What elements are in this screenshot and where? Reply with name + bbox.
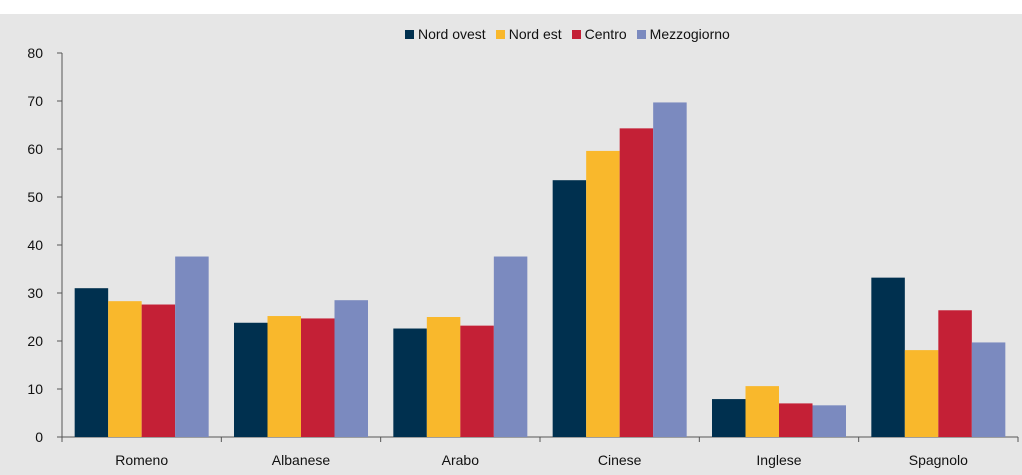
legend-swatch — [405, 29, 414, 39]
y-tick-label: 50 — [27, 189, 43, 205]
y-tick-label: 20 — [27, 333, 43, 349]
bar-mezzogiorno — [493, 256, 528, 437]
bar-centro — [460, 325, 494, 437]
legend-label: Centro — [584, 26, 627, 42]
bar-mezzogiorno — [175, 256, 209, 437]
bar-nord-ovest — [393, 328, 427, 437]
legend-item: Mezzogiorno — [636, 26, 730, 42]
bar-nord-ovest — [712, 399, 746, 437]
legend-label: Mezzogiorno — [649, 26, 730, 42]
legend-label: Nord ovest — [418, 26, 486, 42]
bar-centro — [141, 304, 176, 437]
y-tick-label: 30 — [27, 285, 43, 301]
y-tick-label: 0 — [35, 429, 43, 445]
x-tick-label: Inglese — [756, 452, 801, 468]
y-tick-label: 10 — [27, 381, 43, 397]
bar-mezzogiorno — [971, 342, 1006, 437]
bar-centro — [779, 403, 813, 437]
bar-nord-ovest — [74, 288, 109, 437]
bar-nord-est — [108, 301, 142, 437]
legend-label: Nord est — [508, 26, 562, 42]
x-tick-label: Arabo — [442, 452, 480, 468]
y-tick-label: 60 — [27, 141, 43, 157]
bar-nord-ovest — [871, 277, 905, 437]
legend-swatch — [636, 29, 646, 39]
bar-centro — [619, 128, 654, 438]
legend-swatch — [571, 29, 581, 39]
bar-nord-ovest — [552, 180, 587, 437]
bar-mezzogiorno — [334, 300, 368, 437]
bar-nord-est — [267, 316, 301, 437]
bar-mezzogiorno — [653, 102, 687, 437]
x-tick-label: Cinese — [598, 452, 642, 468]
chart-legend: Nord ovest Nord est Centro Mezzogiorno — [405, 26, 730, 42]
legend-swatch — [495, 29, 505, 39]
legend-item: Nord est — [495, 26, 562, 42]
legend-item: Nord ovest — [405, 26, 486, 42]
y-tick-label: 40 — [27, 237, 43, 253]
bar-mezzogiorno — [812, 405, 846, 437]
bar-nord-est — [586, 150, 620, 438]
bar-nord-est — [904, 350, 939, 437]
x-tick-label: Spagnolo — [909, 452, 968, 468]
bar-nord-est — [426, 317, 461, 437]
bar-nord-est — [745, 386, 779, 437]
y-tick-label: 70 — [27, 93, 43, 109]
x-tick-label: Albanese — [272, 452, 331, 468]
legend-item: Centro — [571, 26, 627, 42]
bar-nord-ovest — [234, 322, 268, 437]
bar-centro — [938, 310, 972, 437]
x-tick-label: Romeno — [115, 452, 168, 468]
y-tick-label: 80 — [27, 45, 43, 61]
bar-centro — [301, 318, 335, 437]
